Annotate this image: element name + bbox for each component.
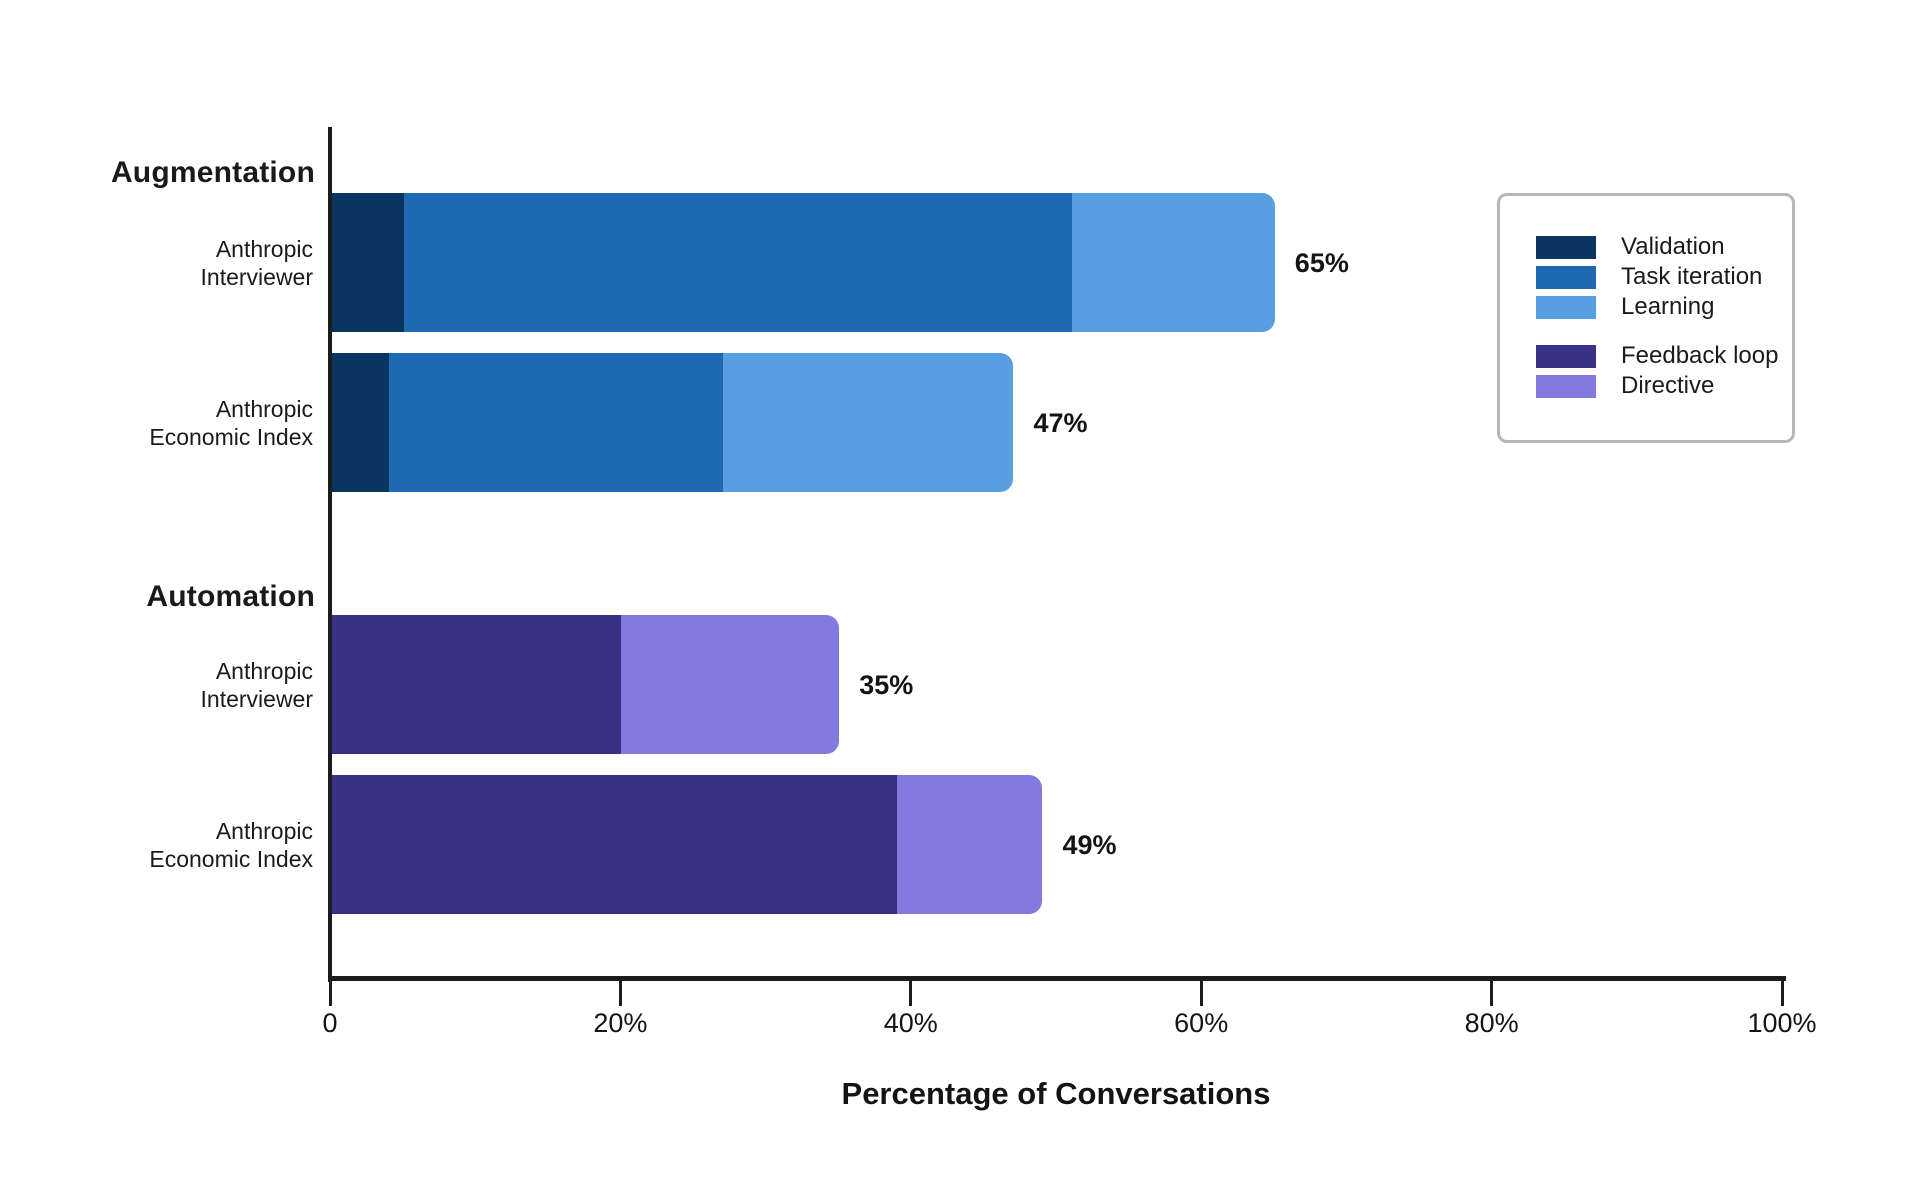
row-label-line: Anthropic bbox=[215, 235, 313, 262]
legend-label: Learning bbox=[1621, 293, 1715, 320]
bar-segment-task-iteration bbox=[403, 193, 1072, 332]
group-label-automation: Automation bbox=[146, 580, 315, 613]
legend-label: Task iteration bbox=[1621, 263, 1763, 290]
group-label-augmentation: Augmentation bbox=[110, 156, 315, 189]
legend-label: Directive bbox=[1621, 372, 1715, 399]
legend-item-validation: Validation bbox=[1536, 232, 1792, 262]
x-tick-mark bbox=[1780, 981, 1784, 1006]
bar-segment-validation bbox=[331, 353, 390, 492]
legend-swatch-validation bbox=[1536, 235, 1596, 259]
row-label-line: Anthropic bbox=[215, 395, 313, 422]
legend-group-automation: Feedback loop Directive bbox=[1536, 341, 1792, 401]
row-label-line: Interviewer bbox=[200, 263, 313, 290]
bar-segment-feedback-loop bbox=[331, 615, 622, 754]
row-label-line: Economic Index bbox=[149, 423, 313, 450]
bar-segment-learning bbox=[1071, 193, 1275, 332]
x-axis-title: Percentage of Conversations bbox=[841, 1076, 1271, 1111]
bar-value-label: 49% bbox=[1062, 829, 1117, 860]
bar-automation-anthropic-interviewer bbox=[331, 615, 840, 754]
row-label: Anthropic Economic Index bbox=[0, 817, 313, 873]
legend-swatch-feedback-loop bbox=[1536, 344, 1596, 368]
legend: Validation Task iteration Learning Feedb… bbox=[1497, 193, 1795, 443]
x-tick-label: 60% bbox=[1174, 1008, 1229, 1038]
bar-value-label: 35% bbox=[859, 669, 914, 700]
legend-group-augmentation: Validation Task iteration Learning bbox=[1536, 232, 1792, 322]
legend-item-feedback-loop: Feedback loop bbox=[1536, 341, 1792, 371]
x-tick-label: 20% bbox=[593, 1008, 648, 1038]
x-tick-label: 100% bbox=[1747, 1008, 1817, 1038]
x-tick-mark bbox=[1199, 981, 1203, 1006]
row-label: Anthropic Interviewer bbox=[0, 657, 313, 713]
x-tick-mark bbox=[909, 981, 913, 1006]
bar-value-label: 47% bbox=[1033, 407, 1088, 438]
row-label: Anthropic Economic Index bbox=[0, 395, 313, 451]
bar-segment-directive bbox=[897, 775, 1043, 914]
bar-segment-directive bbox=[621, 615, 840, 754]
bar-augmentation-anthropic-interviewer bbox=[331, 193, 1275, 332]
legend-swatch-task-iteration bbox=[1536, 265, 1596, 289]
bar-value-label: 65% bbox=[1294, 247, 1349, 278]
bar-segment-learning bbox=[723, 353, 1014, 492]
x-axis-line bbox=[328, 976, 1786, 981]
legend-item-learning: Learning bbox=[1536, 292, 1792, 322]
row-label-line: Interviewer bbox=[200, 685, 313, 712]
y-axis-line bbox=[328, 127, 332, 982]
row-label-line: Anthropic bbox=[215, 657, 313, 684]
row-label: Anthropic Interviewer bbox=[0, 235, 313, 291]
bar-segment-feedback-loop bbox=[331, 775, 898, 914]
bar-automation-anthropic-economic-index bbox=[331, 775, 1043, 914]
x-tick-label: 0 bbox=[322, 1008, 338, 1038]
x-tick-label: 80% bbox=[1464, 1008, 1519, 1038]
bar-augmentation-anthropic-economic-index bbox=[331, 353, 1014, 492]
legend-label: Validation bbox=[1621, 233, 1725, 260]
row-label-line: Economic Index bbox=[149, 845, 313, 872]
row-label-line: Anthropic bbox=[215, 817, 313, 844]
legend-item-directive: Directive bbox=[1536, 371, 1792, 401]
legend-item-task-iteration: Task iteration bbox=[1536, 262, 1792, 292]
legend-swatch-learning bbox=[1536, 295, 1596, 319]
x-tick-mark bbox=[328, 981, 332, 1006]
x-tick-mark bbox=[618, 981, 622, 1006]
bar-segment-validation bbox=[331, 193, 404, 332]
legend-label: Feedback loop bbox=[1621, 342, 1779, 369]
bar-segment-task-iteration bbox=[389, 353, 724, 492]
legend-swatch-directive bbox=[1536, 374, 1596, 398]
x-tick-label: 40% bbox=[883, 1008, 938, 1038]
x-tick-mark bbox=[1490, 981, 1494, 1006]
